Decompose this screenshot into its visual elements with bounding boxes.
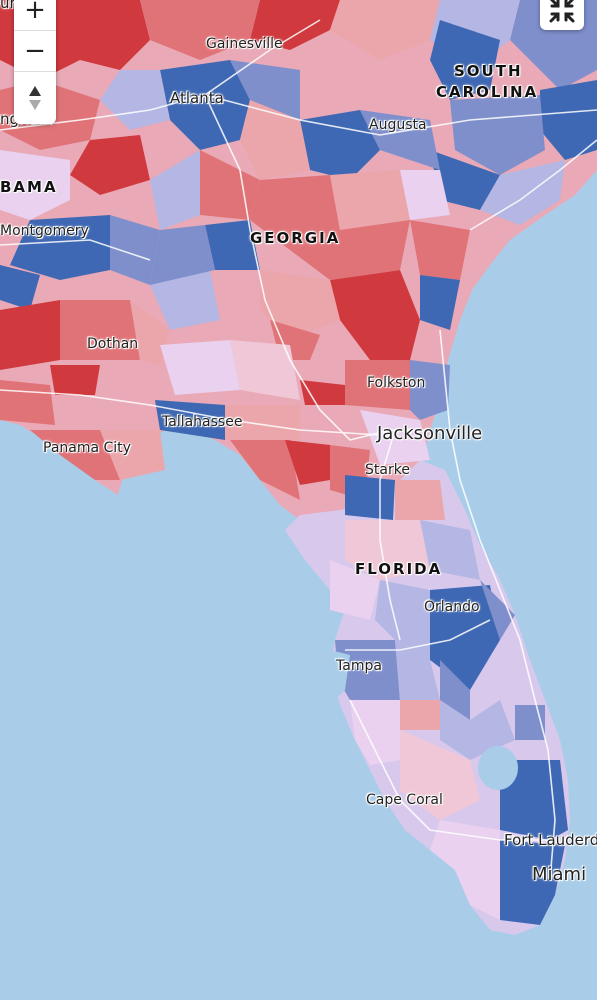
county-patch (350, 700, 400, 765)
label-state-florida: FLORIDA (355, 560, 443, 578)
road-network (0, 19, 597, 881)
county-patch (30, 430, 120, 480)
county-patch (480, 160, 565, 225)
county-patch (395, 640, 440, 700)
county-patch (395, 480, 445, 520)
label-city-fort-lauderdale: Fort Lauderd (504, 831, 597, 849)
county-patch (450, 95, 545, 175)
label-city-starke: Starke (365, 462, 410, 478)
county-patch (540, 80, 597, 160)
zoom-control: + − (14, 0, 56, 124)
county-patch (400, 730, 480, 820)
label-city-jacksonville: Jacksonville (377, 423, 483, 444)
county-patch (400, 170, 450, 220)
county-patch (160, 340, 240, 395)
county-patch (225, 405, 300, 440)
label-city-atlanta: Atlanta (170, 89, 224, 107)
county-patch (150, 225, 215, 285)
county-patch (410, 360, 450, 420)
county-patch (500, 840, 565, 925)
label-city-folkston: Folkston (367, 375, 426, 391)
county-patch (70, 135, 150, 195)
label-city-augusta: Augusta (369, 117, 427, 133)
county-patch (160, 60, 250, 150)
label-city-cape-coral: Cape Coral (366, 792, 443, 808)
county-patch (300, 110, 380, 180)
zoom-in-button[interactable]: + (14, 0, 56, 31)
compass-icon (29, 86, 41, 110)
county-patch (0, 150, 70, 220)
county-patch (420, 520, 480, 580)
land-southeast (0, 0, 597, 520)
label-city-panama-city: Panama City (43, 440, 131, 456)
label-city-tallahassee: Tallahassee (162, 414, 243, 430)
county-patch (230, 60, 300, 120)
county-patch (330, 270, 420, 360)
county-patch (60, 300, 140, 360)
county-patch (230, 440, 300, 500)
county-patch (360, 110, 440, 170)
county-patch (250, 0, 340, 50)
county-patch (395, 700, 440, 730)
county-patch (345, 520, 430, 580)
label-city-miami: Miami (532, 864, 587, 885)
county-patch (130, 300, 170, 365)
label-city-gainesville: Gainesville (206, 36, 283, 52)
county-patch (150, 150, 200, 230)
county-patch (420, 275, 460, 330)
label-state-south: SOUTH (454, 62, 523, 80)
county-patch (240, 100, 310, 180)
county-patch (410, 220, 470, 280)
county-patch (330, 0, 440, 60)
label-city-tampa: Tampa (336, 658, 382, 674)
zoom-out-button[interactable]: − (14, 31, 56, 72)
county-patch (50, 365, 100, 395)
collapse-fullscreen-button[interactable] (540, 0, 584, 30)
county-patch (300, 380, 345, 405)
county-patch (345, 475, 395, 520)
county-patch (230, 340, 300, 400)
label-city-orlando: Orlando (424, 599, 480, 615)
county-patch (285, 440, 330, 485)
county-patch (345, 360, 410, 410)
county-patch (110, 215, 160, 285)
county-patch (260, 270, 340, 340)
county-patch (290, 220, 410, 280)
label-state-alabama-partial: BAMA (0, 178, 58, 196)
county-patch (100, 430, 165, 480)
county-patch (430, 20, 500, 100)
county-patch (10, 215, 110, 280)
county-patch (250, 175, 340, 250)
county-patch (150, 270, 220, 330)
lake-okeechobee (478, 746, 518, 790)
label-city-montgomery: Montgomery (0, 223, 89, 239)
county-patch (0, 300, 60, 370)
county-patch (330, 170, 410, 230)
county-patch (330, 560, 380, 620)
county-patch (430, 585, 500, 690)
county-patch (0, 265, 40, 310)
county-patch (480, 580, 515, 640)
county-patch (335, 640, 400, 700)
county-patch (360, 410, 430, 465)
collapse-icon (549, 0, 575, 23)
county-patch (205, 220, 260, 270)
county-patch (430, 150, 500, 210)
county-patch (430, 820, 500, 920)
label-state-carolina: CAROLINA (436, 83, 539, 101)
label-state-georgia: GEORGIA (250, 229, 341, 247)
county-patch (140, 0, 260, 60)
county-patch (440, 700, 515, 760)
compass-button[interactable] (14, 72, 56, 124)
county-patch (375, 580, 430, 660)
county-patch (515, 705, 545, 740)
tampa-bay (328, 650, 350, 700)
label-city-dothan: Dothan (87, 336, 139, 352)
county-patch (0, 380, 55, 425)
